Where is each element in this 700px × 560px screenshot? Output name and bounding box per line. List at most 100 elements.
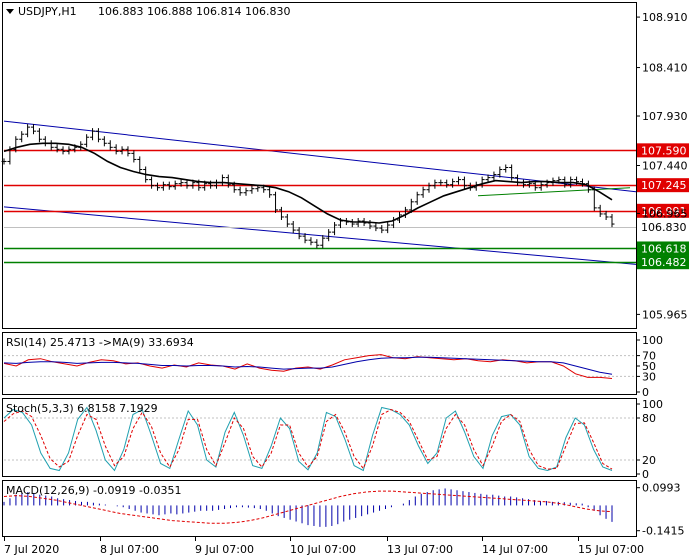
level-label: 107.590 bbox=[641, 144, 687, 157]
level-label-bg bbox=[637, 178, 689, 193]
price-bar bbox=[60, 146, 66, 155]
chart-symbol: USDJPY,H1 bbox=[18, 5, 77, 18]
stoch-tick-label: 80 bbox=[642, 412, 656, 425]
price-bar bbox=[172, 180, 178, 190]
rsi-tick-label: 70 bbox=[642, 350, 656, 363]
rsi-tick-label: 100 bbox=[642, 334, 663, 347]
price-bar bbox=[379, 225, 385, 234]
rsi-series-line bbox=[3, 356, 613, 375]
rsi-tick-label: 50 bbox=[642, 360, 656, 373]
price-bar bbox=[320, 235, 326, 249]
price-bar bbox=[597, 204, 603, 217]
macd-tick-label: 0.0993 bbox=[642, 482, 681, 495]
price-bar bbox=[456, 176, 462, 185]
macd-signal-line bbox=[3, 490, 613, 524]
level-label: 106.482 bbox=[641, 256, 687, 269]
price-bar bbox=[54, 144, 60, 153]
price-bar bbox=[273, 191, 279, 213]
chart-ohlc: 106.883 106.888 106.814 106.830 bbox=[98, 5, 290, 18]
price-bar bbox=[84, 134, 90, 148]
price-bar bbox=[450, 178, 456, 188]
level-label-bg bbox=[637, 220, 689, 235]
price-bar bbox=[296, 227, 302, 240]
stoch-tick-label: 0 bbox=[642, 468, 649, 481]
price-bar bbox=[426, 182, 432, 193]
x-tick-label: 8 Jul 07:00 bbox=[100, 543, 159, 556]
price-bar bbox=[125, 146, 131, 157]
channel-lower-line bbox=[3, 206, 637, 265]
price-bar bbox=[149, 176, 155, 189]
price-bar bbox=[461, 176, 467, 189]
y-tick-label: 107.930 bbox=[642, 110, 688, 123]
price-bar bbox=[438, 179, 444, 186]
rsi-panel-frame bbox=[2, 332, 637, 395]
moving-average-line bbox=[3, 142, 613, 224]
macd-title: MACD(12,26,9) -0.0919 -0.0351 bbox=[6, 484, 181, 497]
price-bar bbox=[101, 136, 107, 147]
y-tick-label: 107.440 bbox=[642, 159, 688, 172]
level-label: 106.830 bbox=[641, 221, 687, 234]
price-bar bbox=[166, 181, 172, 190]
level-label-bg bbox=[637, 203, 689, 218]
price-bar bbox=[538, 181, 544, 191]
channel-upper-line bbox=[3, 120, 637, 193]
price-bar bbox=[267, 186, 273, 198]
stoch-series-line bbox=[3, 409, 613, 470]
price-bar bbox=[485, 174, 491, 183]
x-tick-label: 13 Jul 07:00 bbox=[387, 543, 453, 556]
symbol-dropdown-icon[interactable] bbox=[6, 9, 14, 14]
x-tick-label: 7 Jul 2020 bbox=[4, 543, 59, 556]
macd-tick-label: -0.1415 bbox=[642, 525, 684, 538]
price-bar bbox=[290, 221, 296, 234]
price-bar bbox=[332, 222, 338, 236]
level-label: 106.618 bbox=[641, 242, 687, 255]
rsi-tick-label: 30 bbox=[642, 370, 656, 383]
y-tick-label: 105.965 bbox=[642, 308, 688, 321]
x-tick-label: 9 Jul 07:00 bbox=[195, 543, 254, 556]
price-bar bbox=[326, 229, 332, 242]
price-bar bbox=[107, 140, 113, 151]
price-bar bbox=[25, 124, 31, 138]
level-label-bg bbox=[637, 241, 689, 256]
price-bar bbox=[131, 150, 137, 163]
price-bar bbox=[302, 233, 308, 244]
price-bar bbox=[503, 164, 509, 173]
macd-chart: 0.0993 -0.1415 bbox=[3, 482, 684, 538]
price-bar bbox=[1, 158, 7, 165]
price-bar bbox=[308, 237, 314, 246]
price-bar bbox=[113, 144, 119, 155]
price-bar bbox=[19, 131, 25, 143]
y-tick-label: 108.910 bbox=[642, 11, 688, 24]
price-bar bbox=[408, 198, 414, 213]
price-bar bbox=[13, 136, 19, 153]
price-bar bbox=[225, 174, 231, 188]
level-label-bg bbox=[637, 143, 689, 158]
level-label: 106.991 bbox=[641, 205, 687, 218]
trend-line bbox=[477, 187, 631, 197]
price-bar bbox=[31, 124, 37, 135]
price-bar bbox=[119, 146, 125, 155]
price-bar bbox=[444, 179, 450, 188]
price-bar bbox=[284, 213, 290, 228]
price-bar bbox=[603, 210, 609, 220]
price-bar bbox=[609, 213, 615, 228]
level-label: 107.245 bbox=[641, 179, 687, 192]
axes: 108.910 108.410 107.930 107.440 106.965 105.9… bbox=[4, 11, 688, 556]
x-tick-label: 10 Jul 07:00 bbox=[290, 543, 356, 556]
price-bar bbox=[36, 128, 42, 143]
price-bar bbox=[278, 206, 284, 220]
price-bar bbox=[95, 128, 101, 143]
rsi-title: RSI(14) 25.4713 ->MA(9) 33.6934 bbox=[6, 336, 194, 349]
x-tick-label: 15 Jul 07:00 bbox=[578, 543, 644, 556]
price-bar bbox=[154, 182, 160, 191]
price-bar bbox=[249, 185, 255, 194]
stoch-title: Stoch(5,3,3) 6.8158 7.1929 bbox=[6, 402, 158, 415]
price-bar bbox=[491, 171, 497, 181]
price-bar bbox=[432, 179, 438, 189]
price-bar bbox=[184, 179, 190, 189]
price-bar bbox=[420, 186, 426, 198]
price-bar bbox=[497, 166, 503, 178]
